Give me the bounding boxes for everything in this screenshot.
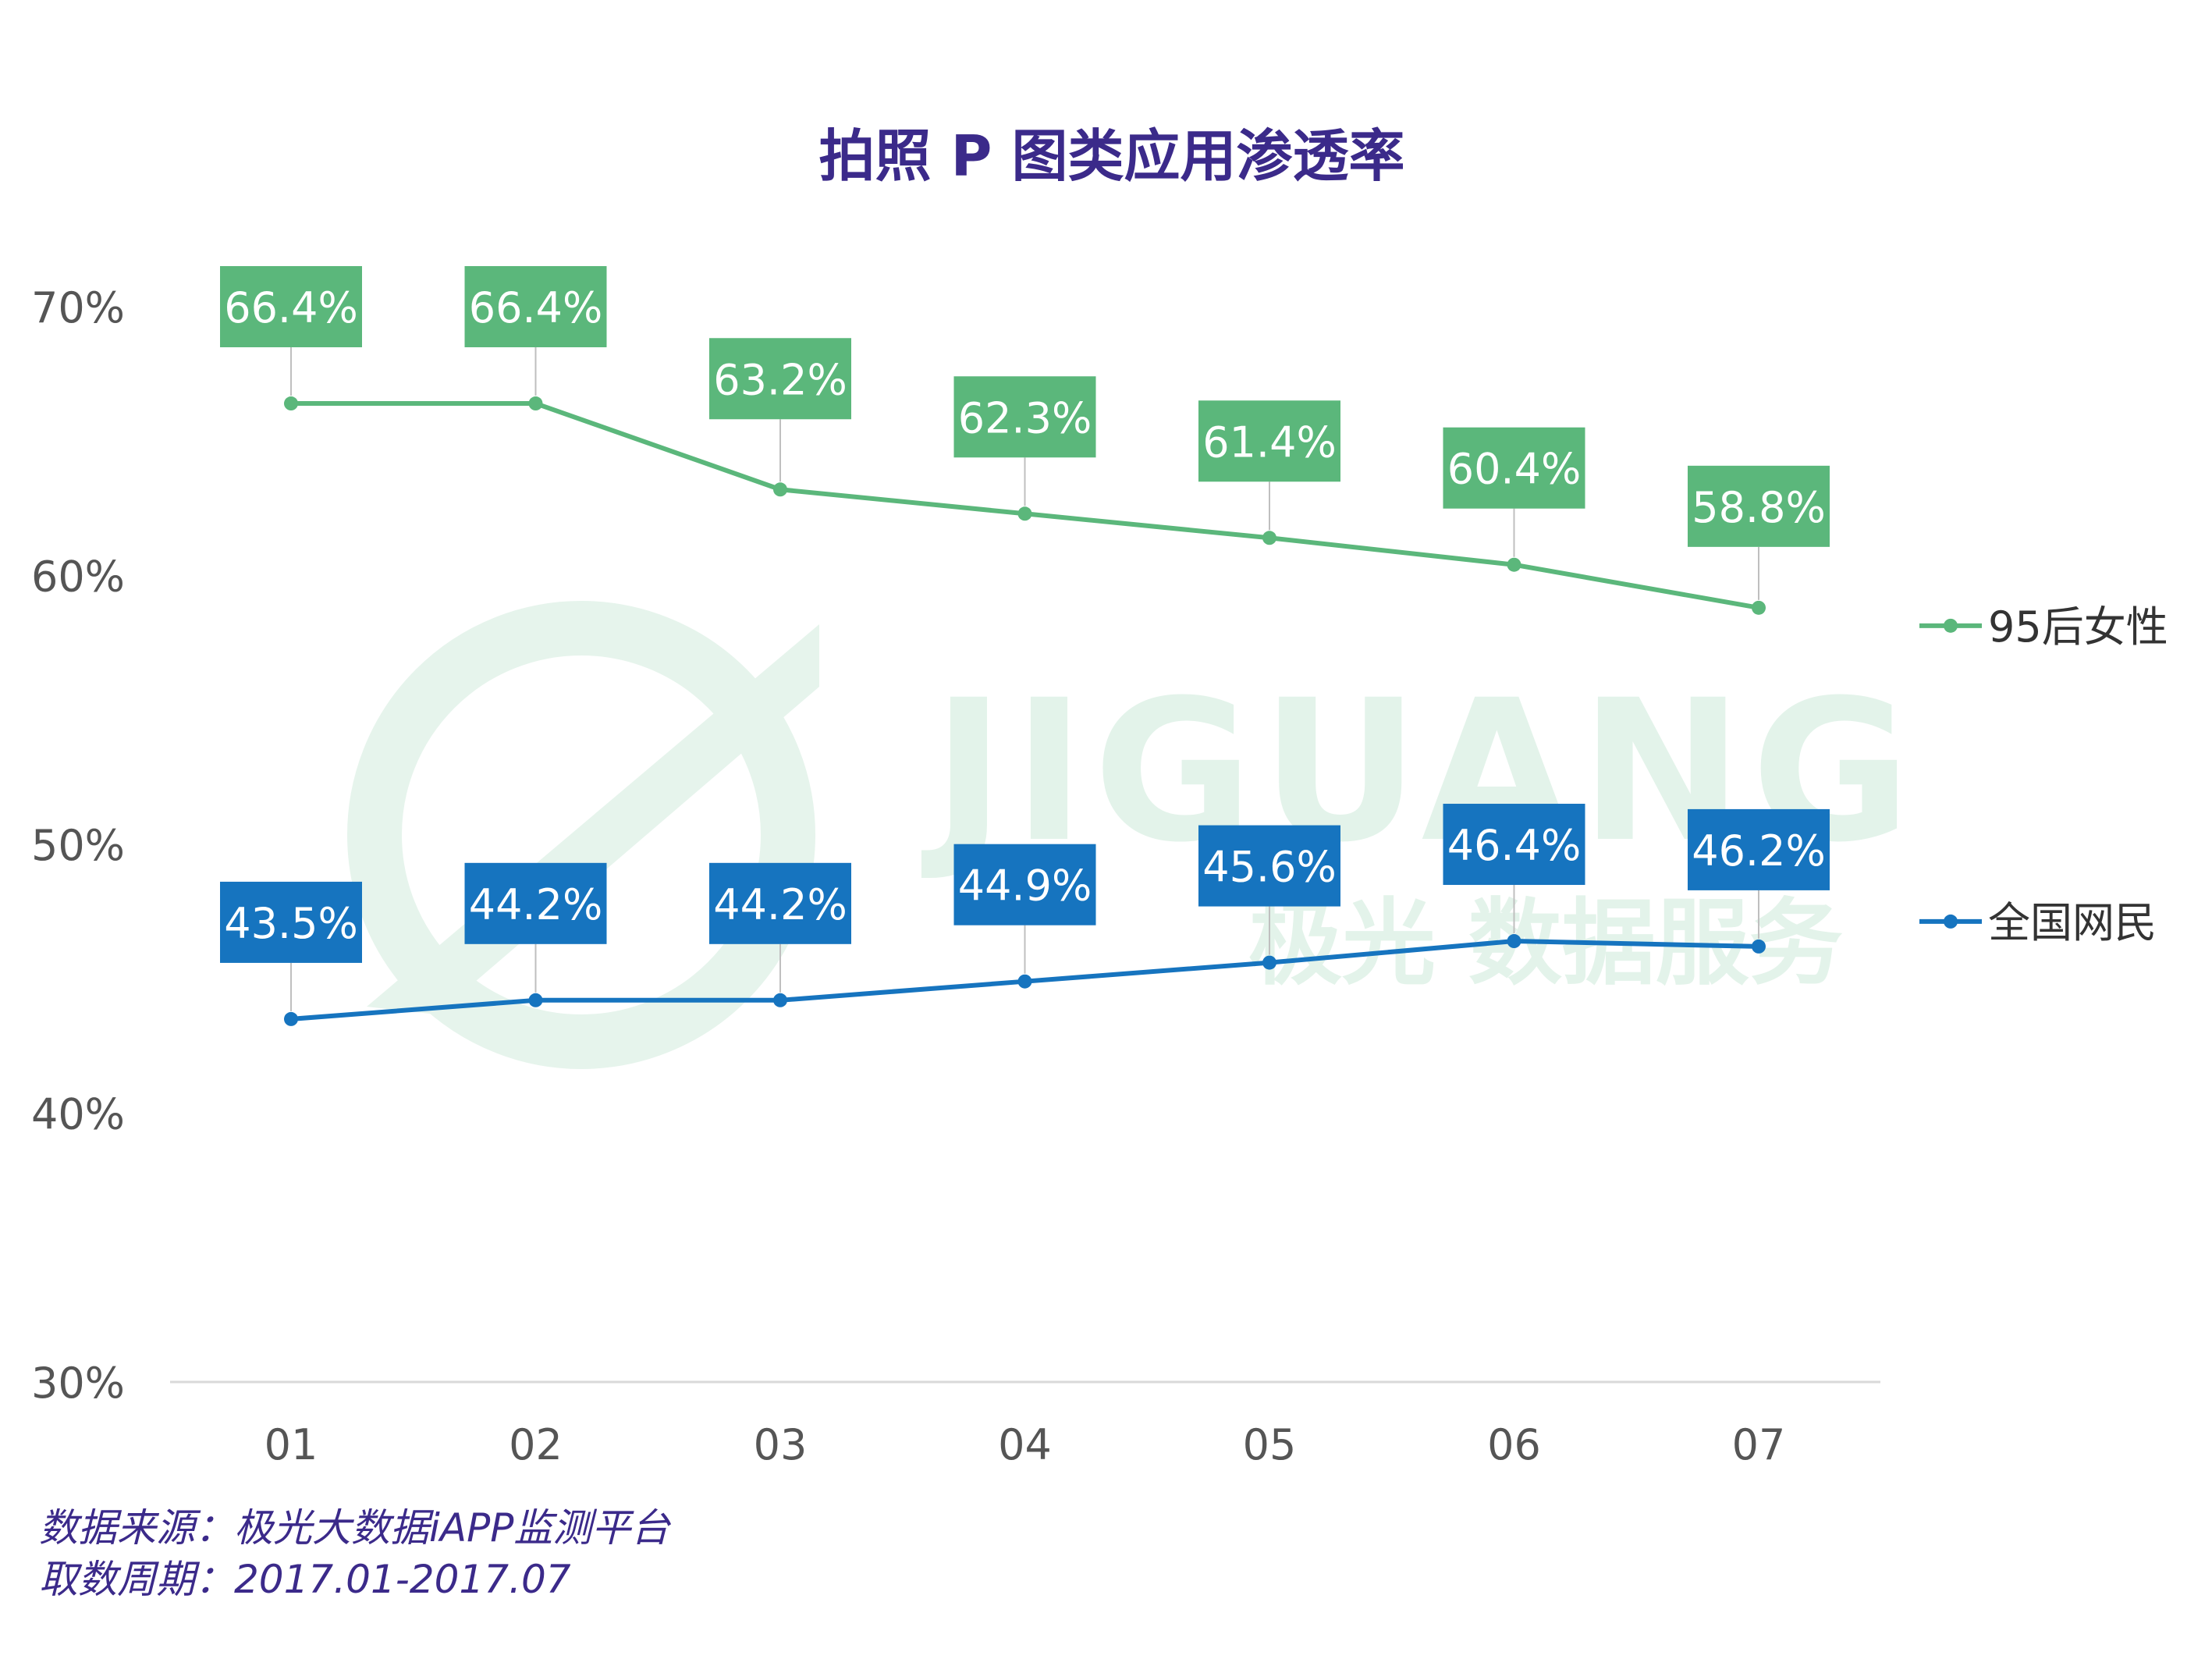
data-label-box (1443, 804, 1585, 886)
data-label-box (1688, 465, 1830, 547)
x-tick-label: 01 (265, 1420, 318, 1469)
data-label: 58.8% (1692, 483, 1826, 532)
data-point (528, 993, 543, 1007)
data-label-box (1443, 427, 1585, 509)
data-point (1017, 974, 1032, 989)
legend-label: 95后女性 (1988, 602, 2168, 652)
source-line-2: 取数周期：2017.01-2017.07 (39, 1557, 571, 1602)
data-label-box (464, 862, 607, 944)
data-label: 66.4% (224, 283, 358, 332)
x-tick-label: 06 (1487, 1420, 1541, 1469)
data-label: 63.2% (713, 355, 847, 404)
chart-title: 拍照 P 图类应用渗透率 (819, 123, 1405, 189)
data-label: 44.2% (713, 880, 847, 929)
data-label-box (464, 266, 607, 348)
source-note: 数据来源：极光大数据iAPP监测平台 取数周期：2017.01-2017.07 (39, 1502, 669, 1605)
data-label-box (709, 862, 851, 944)
legend-label: 全国网民 (1988, 898, 2157, 947)
data-label: 46.2% (1692, 826, 1826, 876)
y-tick-label: 30% (31, 1359, 125, 1408)
data-point (1507, 934, 1521, 949)
data-point (1752, 600, 1766, 615)
y-tick-label: 50% (31, 821, 125, 870)
data-label: 43.5% (224, 899, 358, 948)
x-tick-label: 05 (1243, 1420, 1297, 1469)
data-point (528, 396, 543, 411)
series-1: 66.4% 66.4% 63.2% 62.3% 61.4% 60.4% 58.8% (220, 266, 1830, 615)
data-point (1507, 557, 1521, 572)
data-point (773, 482, 787, 497)
data-label-box (709, 338, 851, 420)
data-label: 62.3% (958, 393, 1092, 442)
data-label-box (220, 266, 362, 348)
data-label-box (1688, 808, 1830, 890)
data-point (1017, 506, 1032, 521)
data-label-box (953, 844, 1096, 925)
data-label-box (1198, 400, 1340, 482)
data-label: 46.4% (1447, 821, 1582, 870)
data-label: 44.2% (469, 880, 603, 929)
data-label-box (220, 881, 362, 963)
x-tick-label: 07 (1732, 1420, 1786, 1469)
data-point (773, 993, 787, 1007)
data-label-box (1198, 825, 1340, 907)
data-label: 44.9% (958, 861, 1092, 911)
watermark-logo-icon (347, 601, 815, 1069)
y-tick-label: 70% (31, 283, 125, 332)
watermark: JIGUANG 极光 数据服务 (347, 601, 1911, 1069)
legend-marker-icon (1944, 914, 1958, 929)
y-axis-ticks: 30% 40% 50% 60% 70% (31, 283, 125, 1408)
series-group: 66.4% 66.4% 63.2% 62.3% 61.4% 60.4% 58.8% 43.5%… (220, 266, 1830, 1026)
data-label: 61.4% (1202, 417, 1337, 467)
data-label: 66.4% (469, 283, 603, 332)
data-label-box (953, 376, 1096, 458)
data-point (1262, 955, 1276, 970)
legend-marker-icon (1944, 618, 1958, 633)
x-tick-label: 02 (509, 1420, 563, 1469)
data-label: 45.6% (1202, 843, 1337, 892)
y-tick-label: 40% (31, 1090, 125, 1139)
data-point (284, 1011, 298, 1026)
source-line-1: 数据来源：极光大数据iAPP监测平台 (39, 1505, 670, 1551)
x-tick-label: 04 (998, 1420, 1052, 1469)
y-tick-label: 60% (31, 552, 125, 602)
data-point (1752, 939, 1766, 954)
legend-item: 全国网民 (1919, 898, 2157, 947)
series-2: 43.5% 44.2% 44.2% 44.9% 45.6% 46.4% 46.2% (220, 804, 1830, 1026)
data-point (284, 396, 298, 411)
x-tick-label: 03 (754, 1420, 808, 1469)
data-point (1262, 531, 1276, 545)
x-axis-ticks: 01 02 03 04 05 06 07 (265, 1420, 1786, 1469)
legend-item: 95后女性 (1919, 602, 2168, 652)
data-label: 60.4% (1447, 445, 1582, 494)
